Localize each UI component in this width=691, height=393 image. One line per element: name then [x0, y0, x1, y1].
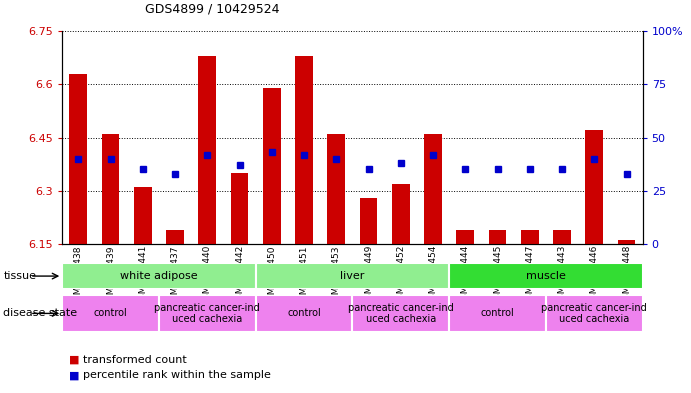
Text: control: control: [481, 309, 514, 318]
Text: control: control: [287, 309, 321, 318]
Bar: [102, 134, 120, 244]
Text: percentile rank within the sample: percentile rank within the sample: [83, 370, 271, 380]
Bar: [295, 56, 313, 244]
Text: GDS4899 / 10429524: GDS4899 / 10429524: [145, 3, 280, 16]
Bar: [449, 263, 643, 289]
Bar: [263, 88, 281, 244]
Text: ■: ■: [69, 354, 79, 365]
Bar: [231, 173, 249, 244]
Bar: [618, 240, 636, 244]
Text: pancreatic cancer-ind
uced cachexia: pancreatic cancer-ind uced cachexia: [348, 303, 454, 324]
Text: tissue: tissue: [3, 271, 37, 281]
Text: pancreatic cancer-ind
uced cachexia: pancreatic cancer-ind uced cachexia: [541, 303, 647, 324]
Bar: [424, 134, 442, 244]
Bar: [62, 263, 256, 289]
Text: white adipose: white adipose: [120, 271, 198, 281]
Text: liver: liver: [340, 271, 365, 281]
Bar: [489, 230, 507, 244]
Text: pancreatic cancer-ind
uced cachexia: pancreatic cancer-ind uced cachexia: [154, 303, 261, 324]
Text: ■: ■: [69, 370, 79, 380]
Bar: [553, 230, 571, 244]
Bar: [359, 198, 377, 244]
Bar: [521, 230, 539, 244]
Bar: [256, 263, 449, 289]
Bar: [546, 295, 643, 332]
Bar: [392, 184, 410, 244]
Bar: [352, 295, 449, 332]
Text: control: control: [94, 309, 127, 318]
Bar: [62, 295, 159, 332]
Bar: [585, 130, 603, 244]
Bar: [166, 230, 184, 244]
Bar: [134, 187, 152, 244]
Bar: [456, 230, 474, 244]
Text: disease state: disease state: [3, 309, 77, 318]
Bar: [198, 56, 216, 244]
Bar: [449, 295, 546, 332]
Text: transformed count: transformed count: [83, 354, 187, 365]
Bar: [159, 295, 256, 332]
Bar: [256, 295, 352, 332]
Bar: [328, 134, 346, 244]
Bar: [69, 74, 87, 244]
Text: muscle: muscle: [526, 271, 566, 281]
